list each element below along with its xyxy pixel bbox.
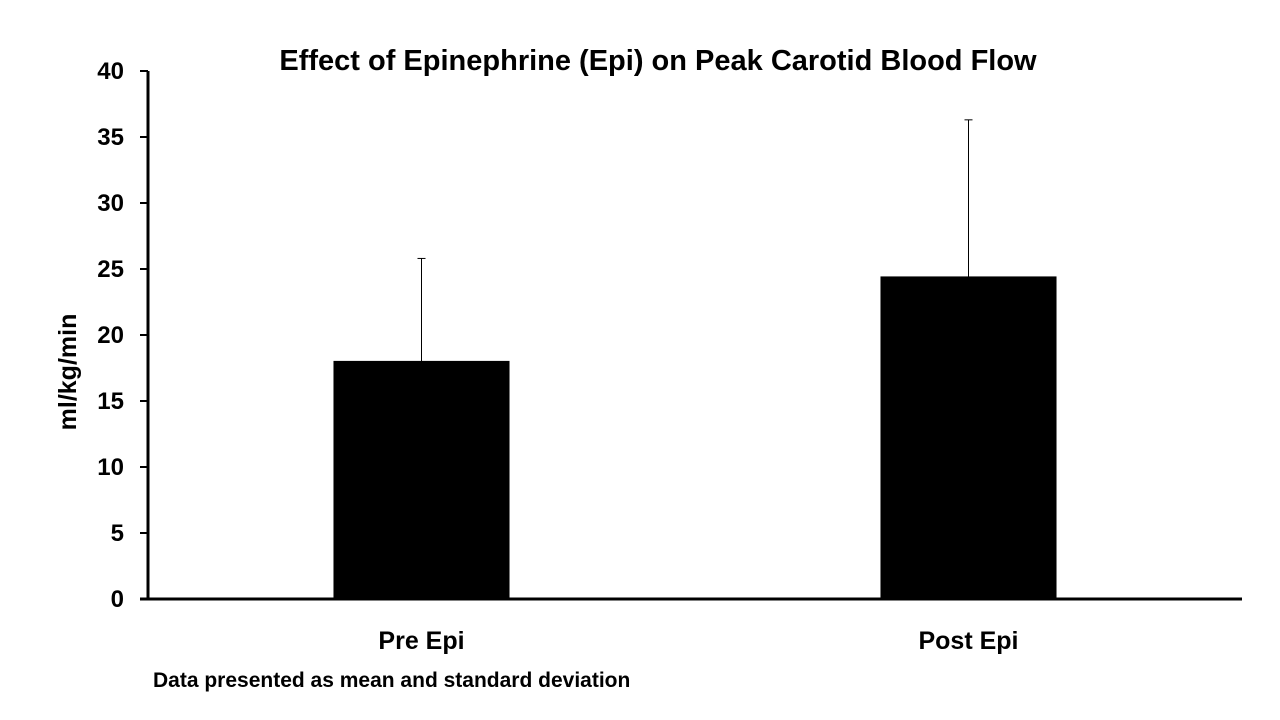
y-tick-label-0: 0 — [111, 586, 124, 613]
y-tick-label-25: 25 — [97, 256, 124, 283]
y-tick-label-5: 5 — [111, 520, 124, 547]
bars — [333, 276, 1057, 600]
x-category-label-pre-epi: Pre Epi — [378, 627, 464, 655]
y-axis-label: ml/kg/min — [54, 314, 82, 431]
error-bars — [417, 119, 973, 362]
y-tick-label-35: 35 — [97, 124, 124, 151]
y-axis-ticks: 0 5 10 15 20 25 30 35 40 — [97, 58, 148, 613]
y-tick-label-15: 15 — [97, 388, 124, 415]
bar-post-epi — [880, 276, 1057, 600]
x-axis-category-labels: Pre Epi Post Epi — [378, 627, 1018, 655]
chart-footnote: Data presented as mean and standard devi… — [153, 669, 630, 692]
x-category-label-post-epi: Post Epi — [918, 627, 1018, 655]
chart-title: Effect of Epinephrine (Epi) on Peak Caro… — [279, 45, 1037, 77]
y-tick-label-20: 20 — [97, 322, 124, 349]
bar-pre-epi — [333, 360, 510, 600]
axes — [140, 71, 1242, 601]
y-tick-label-10: 10 — [97, 454, 124, 481]
y-tick-label-40: 40 — [97, 58, 124, 85]
y-tick-label-30: 30 — [97, 190, 124, 217]
